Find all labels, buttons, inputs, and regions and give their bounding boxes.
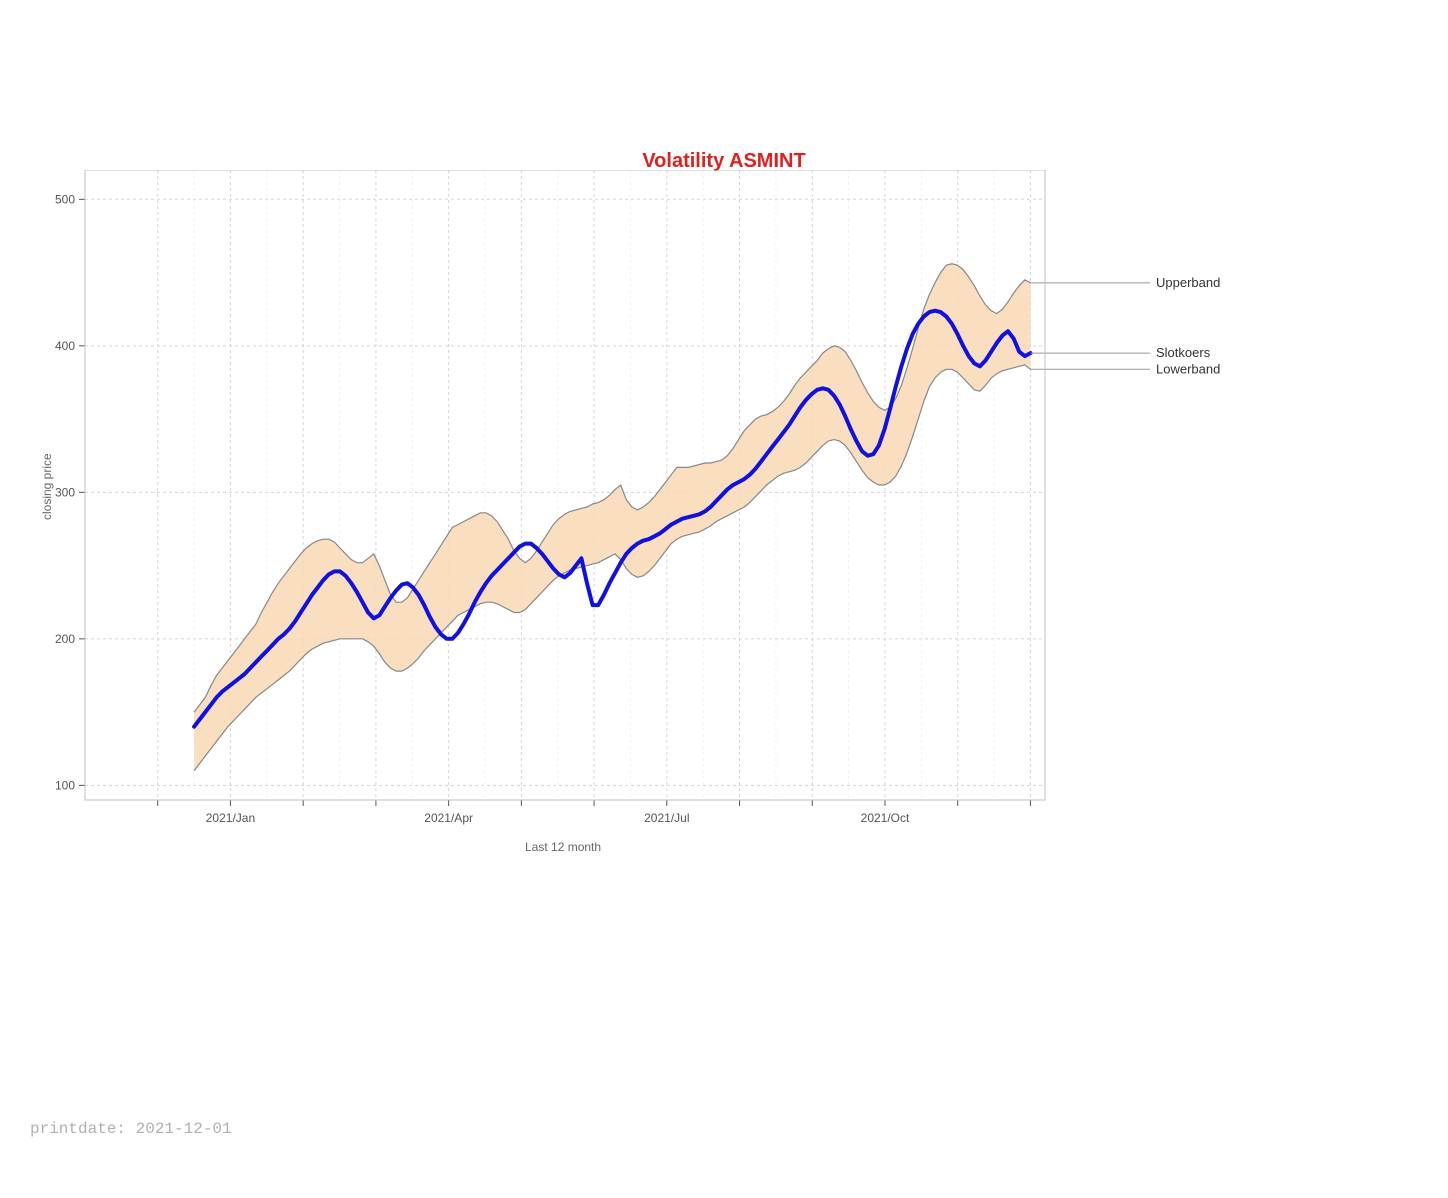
legend-slotkoers: Slotkoers: [1156, 345, 1211, 360]
legend-lowerband: Lowerband: [1156, 361, 1220, 376]
legend-upperband: Upperband: [1156, 275, 1220, 290]
svg-text:400: 400: [55, 339, 75, 353]
svg-text:100: 100: [55, 778, 75, 792]
svg-text:2021/Oct: 2021/Oct: [861, 811, 910, 825]
svg-text:2021/Apr: 2021/Apr: [424, 811, 473, 825]
svg-text:500: 500: [55, 192, 75, 206]
volatility-chart: 100 200 300 400 500 2021/Jan 2021/Apr 2021/Jul 2…: [0, 170, 1448, 900]
svg-text:2021/Jan: 2021/Jan: [206, 811, 255, 825]
print-date-footer: printdate: 2021-12-01: [30, 1120, 232, 1138]
volatility-band: [194, 264, 1030, 771]
svg-text:2021/Jul: 2021/Jul: [644, 811, 689, 825]
svg-text:200: 200: [55, 632, 75, 646]
svg-text:300: 300: [55, 485, 75, 499]
